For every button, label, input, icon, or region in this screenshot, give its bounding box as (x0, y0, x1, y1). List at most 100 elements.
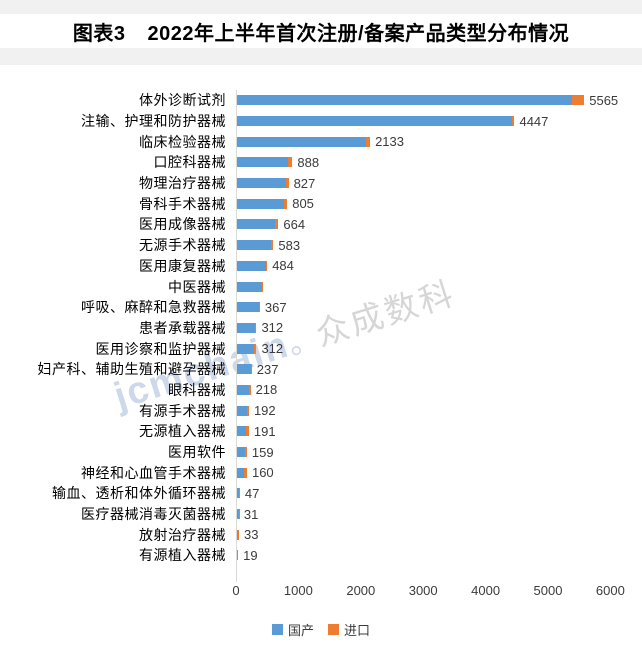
bar-import (247, 405, 249, 416)
category-label: 神经和心血管手术器械 (81, 464, 226, 481)
chart-row: 体外诊断试剂 5565 (0, 90, 642, 111)
value-label: 218 (255, 382, 278, 398)
bar-group (237, 219, 279, 230)
bar-import (366, 136, 371, 147)
category-label: 妇产科、辅助生殖和避孕器械 (37, 361, 226, 378)
x-tick-label: 3000 (408, 583, 438, 598)
chart-row: 神经和心血管手术器械 160 (0, 462, 642, 483)
bar-group (237, 302, 260, 313)
value-label: 4447 (519, 113, 549, 129)
chart-row: 无源手术器械 583 (0, 235, 642, 256)
top-band (0, 0, 642, 14)
bar-domestic (237, 364, 251, 375)
bar-domestic (237, 240, 271, 251)
x-axis-ticks: 0 1000 2000 3000 4000 5000 6000 (0, 583, 642, 599)
category-label: 注输、护理和防护器械 (81, 113, 226, 130)
chart-row: 医用软件 159 (0, 442, 642, 463)
category-label: 物理治疗器械 (139, 175, 226, 192)
bar-domestic (237, 405, 248, 416)
category-label: 临床检验器械 (139, 133, 226, 150)
chart-row: 物理治疗器械 827 (0, 173, 642, 194)
bar-domestic (237, 322, 256, 333)
category-label: 口腔科器械 (153, 154, 226, 171)
chart-row: 中医器械 (0, 276, 642, 297)
bar-domestic (237, 529, 239, 540)
bar-group (237, 467, 247, 478)
value-label: 33 (244, 527, 259, 543)
legend-item: 国产 (271, 620, 314, 639)
value-label: 312 (261, 341, 284, 357)
bar-group (237, 550, 239, 561)
category-label: 无源手术器械 (139, 237, 226, 254)
bar-group (237, 281, 262, 292)
chart-row: 医用诊察和监护器械 312 (0, 338, 642, 359)
chart-row: 口腔科器械 888 (0, 152, 642, 173)
value-label: 888 (297, 154, 320, 170)
chart-row: 无源植入器械 191 (0, 421, 642, 442)
chart-row: 有源植入器械 19 (0, 545, 642, 566)
bar-group (237, 322, 257, 333)
bar-group (237, 343, 257, 354)
category-label: 眼科器械 (168, 381, 226, 398)
x-tick-label: 2000 (346, 583, 376, 598)
value-label: 191 (253, 423, 276, 439)
bar-import (270, 240, 274, 251)
value-label: 5565 (589, 92, 619, 108)
bar-group (237, 529, 240, 540)
chart-row: 放射治疗器械 33 (0, 524, 642, 545)
bar-domestic (237, 302, 259, 313)
bar-group (237, 157, 293, 168)
value-label: 827 (293, 175, 316, 191)
value-label: 664 (283, 216, 306, 232)
category-label: 医用软件 (168, 444, 226, 461)
chart-row: 患者承载器械 312 (0, 318, 642, 339)
bar-import (571, 95, 585, 106)
bar-import (288, 157, 293, 168)
value-label: 367 (264, 299, 287, 315)
bar-import (237, 550, 239, 561)
chart-row: 妇产科、辅助生殖和避孕器械 237 (0, 359, 642, 380)
category-label: 体外诊断试剂 (139, 92, 226, 109)
bar-domestic (237, 509, 239, 520)
bar-import (255, 322, 257, 333)
bar-domestic (237, 260, 266, 271)
chart-row: 医用成像器械 664 (0, 214, 642, 235)
mid-band (0, 48, 642, 65)
bar-import (239, 488, 240, 499)
bar-import (254, 343, 257, 354)
bar-group (237, 260, 268, 271)
bar-import (249, 384, 251, 395)
chart-row: 医疗器械消毒灭菌器械 31 (0, 504, 642, 525)
value-label: 312 (261, 320, 284, 336)
category-label: 骨科手术器械 (139, 195, 226, 212)
chart-title: 图表3 2022年上半年首次注册/备案产品类型分布情况 (0, 17, 642, 46)
bar-domestic (237, 281, 262, 292)
bar-group (237, 95, 585, 106)
value-label: 160 (251, 465, 274, 481)
bar-domestic (237, 343, 255, 354)
chart-row: 输血、透析和体外循环器械 47 (0, 483, 642, 504)
bar-domestic (237, 157, 289, 168)
value-label: 2133 (375, 134, 404, 150)
bar-group (237, 364, 252, 375)
legend-swatch (271, 624, 283, 635)
category-axis-line (236, 90, 237, 582)
value-label: 159 (251, 444, 274, 460)
bar-import (245, 447, 247, 458)
category-label: 输血、透析和体外循环器械 (52, 485, 226, 502)
bar-domestic (237, 426, 247, 437)
chart-row: 有源手术器械 192 (0, 400, 642, 421)
bar-group (237, 136, 371, 147)
chart-title-prefix: 图表3 (72, 23, 126, 45)
chart-row: 呼吸、麻醉和急救器械 367 (0, 297, 642, 318)
category-label: 有源植入器械 (139, 547, 226, 564)
value-label: 31 (243, 506, 259, 522)
bar-group (237, 198, 288, 209)
category-label: 呼吸、麻醉和急救器械 (81, 299, 226, 316)
bar-import (238, 529, 240, 540)
bar-domestic (237, 136, 367, 147)
bar-import (284, 198, 288, 209)
bar-domestic (237, 178, 287, 189)
bar-domestic (237, 488, 240, 499)
